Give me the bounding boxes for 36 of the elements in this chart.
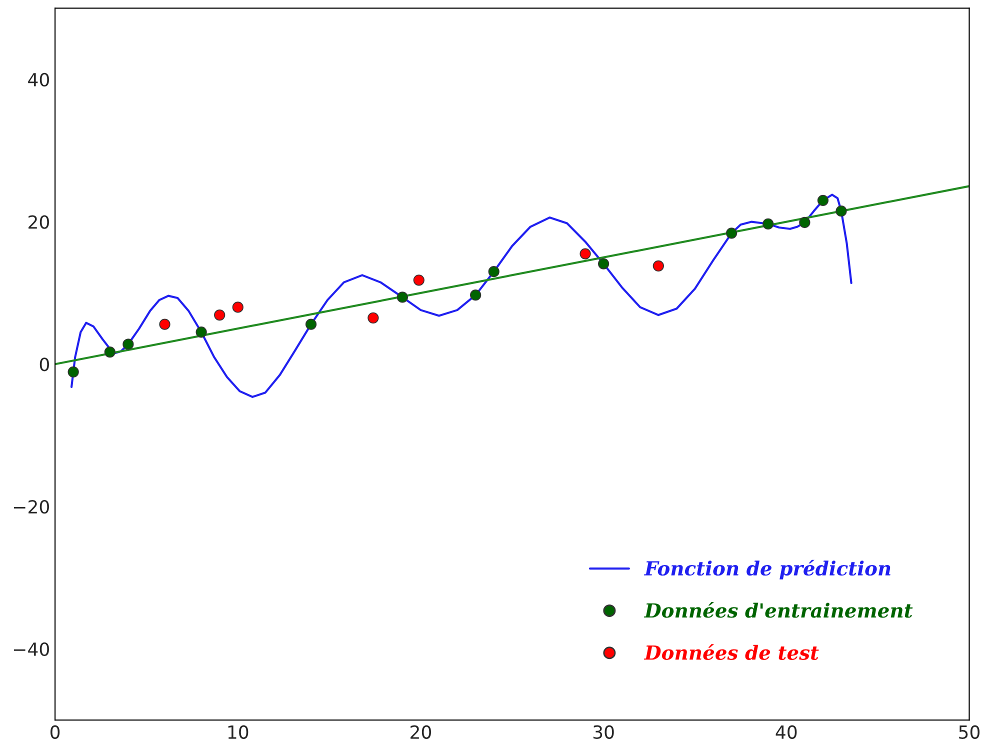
point [470,290,482,301]
legend-label: Données de test [644,644,819,660]
point [817,194,829,206]
point [762,218,774,230]
point [836,206,847,217]
point [799,216,810,228]
point [652,260,664,272]
x-tick-label: 10 [228,725,248,739]
x-tick-label: 40 [776,725,797,739]
x-tick-label: 20 [410,725,432,739]
point [598,258,610,270]
y-tick-label: −20 [14,500,49,514]
point [488,266,500,278]
point [305,318,317,330]
point [368,312,379,324]
y-tick-label: −40 [14,642,49,656]
point [396,292,408,303]
point [104,346,116,358]
point [726,228,738,239]
point [122,338,134,350]
y-tick-label: 40 [28,72,49,87]
point [159,318,170,330]
point [413,274,424,286]
point [68,366,79,378]
line-series [70,194,852,398]
x-tick-label: 50 [959,725,980,739]
legend-label: Données d'entrainement [644,602,913,618]
point [232,302,244,313]
legend-label: Fonction de prédiction [644,560,890,580]
x-tick-label: 0 [50,725,60,739]
x-tick-label: 30 [593,725,614,739]
y-tick-label: 20 [28,215,49,229]
y-tick-label: 0 [40,358,49,372]
point [580,248,591,260]
point [196,326,207,338]
point [214,309,226,321]
